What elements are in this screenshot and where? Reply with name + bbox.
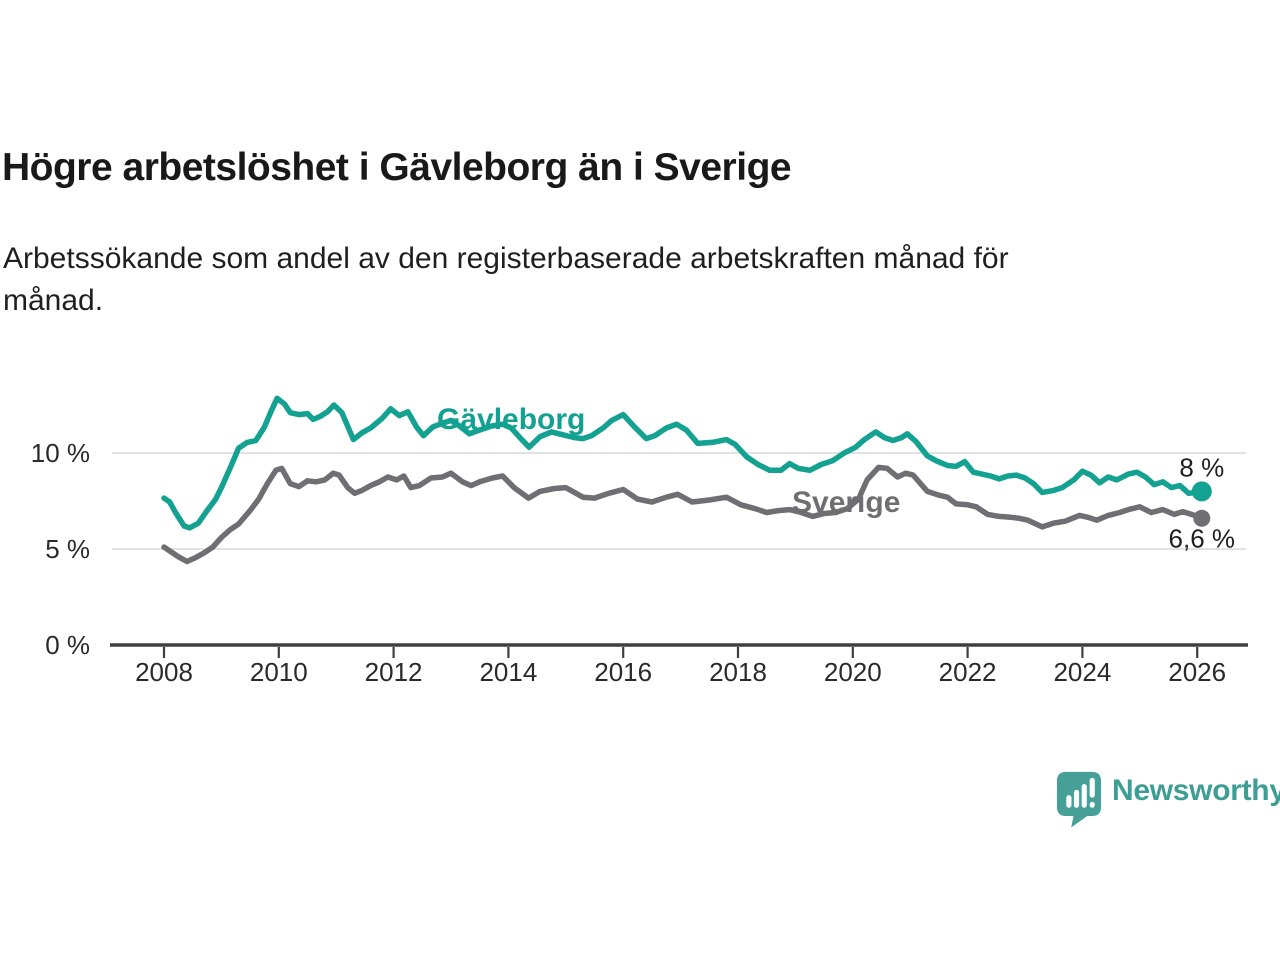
y-tick-label: 0 % (45, 630, 90, 660)
bar-icon-2 (1073, 789, 1080, 808)
x-tick-label: 2020 (824, 657, 882, 687)
end-value-label-sverige: 6,6 % (1169, 523, 1236, 553)
unemployment-chart: 0 % 5 % 10 % 2008 2010 2012 2014 2016 2018 2020 20… (31, 395, 1248, 687)
series-label-gavleborg: Gävleborg (437, 403, 585, 436)
page-subtitle: Arbetssökande som andel av den registerb… (3, 242, 1009, 317)
exclamation-stem-icon (1089, 777, 1095, 798)
series-line-gavleborg (161, 395, 1205, 531)
bar-icon-3 (1081, 783, 1087, 808)
x-tick-label: 2014 (479, 657, 537, 687)
x-tick-label: 2008 (135, 657, 193, 687)
x-tick-label: 2018 (709, 657, 767, 687)
exclamation-dot-icon (1089, 801, 1095, 808)
end-dot-sverige (1193, 509, 1211, 527)
newsworthy-logo[interactable]: Newsworthy (1056, 771, 1280, 828)
end-dot-gavleborg (1191, 481, 1212, 502)
y-tick-label: 10 % (31, 438, 90, 468)
y-tick-label: 5 % (45, 534, 90, 564)
series-label-sverige: Sverige (792, 486, 900, 519)
x-tick-label: 2026 (1168, 657, 1226, 687)
x-tick-label: 2022 (939, 657, 997, 687)
x-tick-label: 2012 (365, 657, 423, 687)
bar-icon-1 (1066, 795, 1072, 808)
page-title: Högre arbetslöshet i Gävleborg än i Sver… (2, 146, 792, 189)
newsworthy-wordmark: Newsworthy (1112, 774, 1280, 807)
newsworthy-bubble-icon (1056, 771, 1102, 828)
x-tick-label: 2016 (594, 657, 652, 687)
series-line-sverige (161, 464, 1205, 565)
x-tick-label: 2010 (250, 657, 308, 687)
end-value-label-gavleborg: 8 % (1179, 452, 1224, 482)
x-tick-label: 2024 (1053, 657, 1111, 687)
